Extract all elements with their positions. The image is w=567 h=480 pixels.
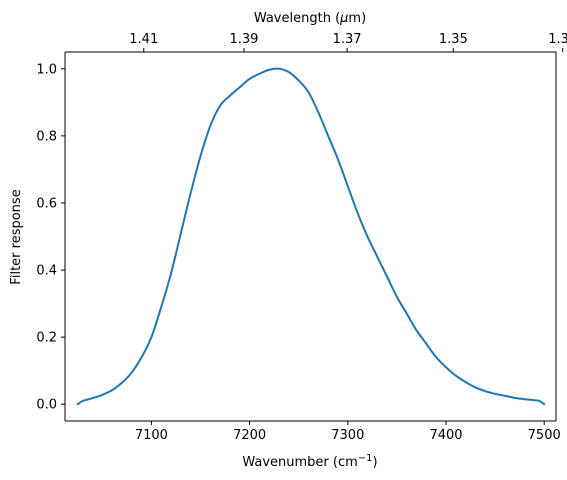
top-tick-label: 1.37 [333, 32, 362, 47]
y-tick-label: 1.0 [36, 62, 57, 77]
top-tick-label: 1.33 [548, 32, 567, 47]
top-axis-label: Wavelength (μm) [254, 11, 366, 26]
top-axis-label-end: m) [348, 11, 366, 26]
series-layer [76, 67, 546, 406]
x-tick-label: 7200 [233, 428, 266, 443]
top-tick-label: 1.39 [229, 32, 258, 47]
x-axis-label-superscript: −1 [358, 453, 373, 464]
x-axis-ticks: 7100 7200 7300 7400 7500 [135, 421, 561, 443]
filter-response-line [76, 67, 546, 406]
y-axis-ticks: 0.0 0.2 0.4 0.6 0.8 1.0 [36, 62, 65, 413]
top-tick-label: 1.41 [129, 32, 158, 47]
y-axis-label: Filter response [9, 189, 24, 284]
x-tick-label: 7500 [528, 428, 561, 443]
x-axis-label: Wavenumber (cm−1) [242, 453, 377, 470]
y-tick-label: 0.6 [36, 196, 57, 211]
y-tick-label: 0.2 [36, 331, 57, 346]
y-tick-label: 0.0 [36, 398, 57, 413]
x-axis-label-end: ) [373, 455, 378, 470]
x-tick-label: 7300 [331, 428, 364, 443]
x-axis-label-text: Wavenumber (cm [242, 455, 357, 470]
y-tick-label: 0.4 [36, 264, 57, 279]
top-axis-ticks: 1.41 1.39 1.37 1.35 1.33 [129, 32, 567, 52]
y-tick-label: 0.8 [36, 129, 57, 144]
top-axis-label-mu: μ [339, 11, 348, 26]
plot-frame [64, 51, 557, 422]
top-axis-label-text: Wavelength ( [254, 11, 340, 26]
x-tick-label: 7100 [135, 428, 168, 443]
top-tick-label: 1.35 [439, 32, 468, 47]
x-tick-label: 7400 [429, 428, 462, 443]
